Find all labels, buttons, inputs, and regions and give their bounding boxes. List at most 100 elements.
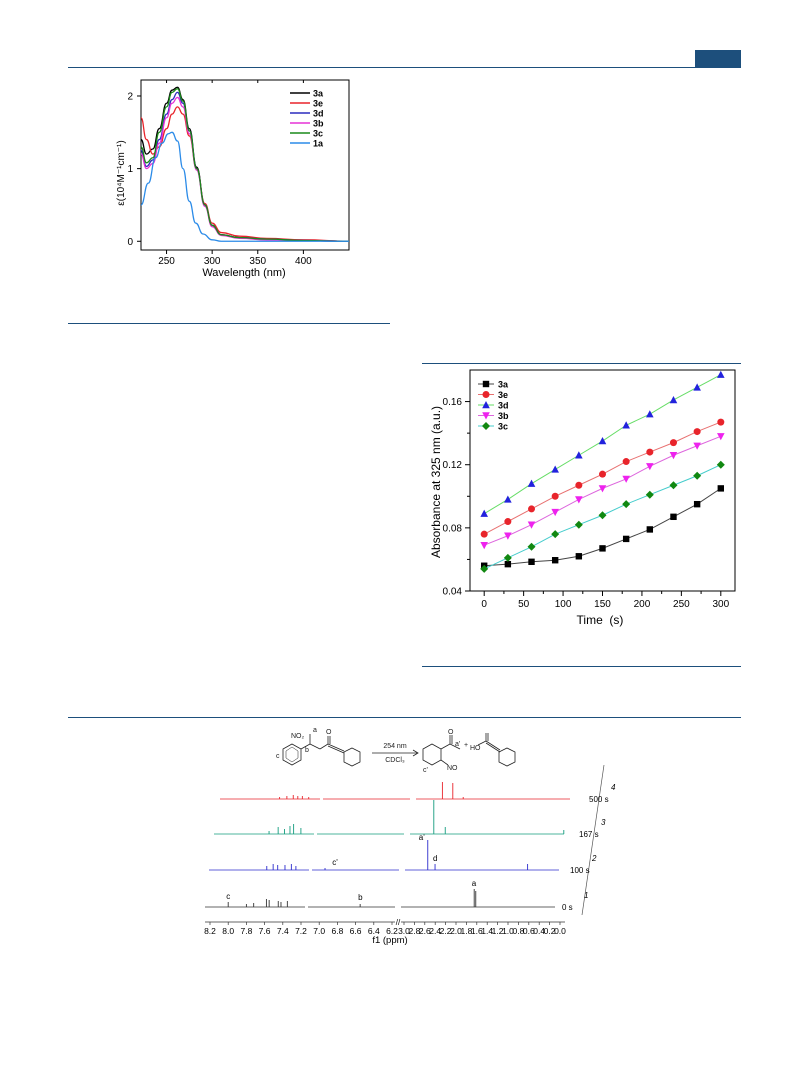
uv-series-3b bbox=[140, 96, 350, 242]
reactant-label-a: a bbox=[313, 727, 317, 734]
uv-legend-label-3d: 3d bbox=[313, 109, 324, 119]
kinetics-point-3a bbox=[575, 553, 583, 560]
nmr-x-tick-label: 6.4 bbox=[368, 926, 380, 936]
kinetics-point-3b bbox=[575, 496, 583, 504]
kinetics-point-3a bbox=[670, 513, 677, 521]
uv-legend-label-3c: 3c bbox=[313, 129, 323, 139]
nmr-x-tick-label: 2.4 bbox=[429, 926, 441, 936]
kinetics-x-tick-label: 50 bbox=[518, 599, 530, 610]
kinetics-point-3d bbox=[646, 410, 654, 418]
kinetics-point-3c bbox=[693, 471, 702, 480]
section-rule-full bbox=[68, 717, 741, 718]
kinetics-legend-marker-3b bbox=[482, 412, 490, 420]
uv-legend-label-1a: 1a bbox=[313, 139, 324, 149]
nmr-ppm-axis: //8.2 8.0 7.8 7.6 7.4 7.2 7.0 6.8 6.6 6.4 6.2 3.02.… bbox=[204, 918, 566, 936]
kinetics-point-3c bbox=[598, 511, 607, 520]
kinetics-point-3a bbox=[528, 558, 535, 565]
kinetics-point-3d bbox=[622, 421, 630, 429]
product-label-c-prime: c' bbox=[423, 767, 428, 774]
kinetics-point-3e bbox=[551, 492, 559, 500]
nmr-x-tick-label: 7.2 bbox=[295, 926, 307, 936]
kinetics-x-tick-label: 150 bbox=[594, 599, 611, 610]
kinetics-point-3c bbox=[645, 490, 654, 499]
kinetics-x-tick-label: 300 bbox=[712, 599, 729, 610]
product-plus: + bbox=[464, 742, 468, 749]
uv-x-tick-label: 350 bbox=[249, 256, 266, 267]
nmr-spectrum-2: 100 s2 c' a' d bbox=[209, 833, 597, 875]
kinetics-legend-marker-3d bbox=[482, 401, 490, 409]
nmr-x-tick-label: 1.2 bbox=[492, 926, 504, 936]
kinetics-point-3c bbox=[551, 530, 560, 539]
kinetics-point-3b bbox=[504, 532, 512, 540]
nmr-x-tick-label: 2.0 bbox=[450, 926, 462, 936]
kinetics-point-3d bbox=[551, 465, 559, 473]
nmr-peak-label: c' bbox=[332, 858, 338, 867]
kinetics-point-3e bbox=[575, 481, 583, 489]
kinetics-point-3b bbox=[693, 442, 701, 450]
nmr-time-label: 500 s bbox=[589, 795, 609, 804]
uv-legend-label-3e: 3e bbox=[313, 99, 323, 109]
kinetics-axes: 0 50 100 150 200 250 300 0.04 0.08 0.12 0.16 bbox=[443, 369, 736, 610]
kinetics-point-3d bbox=[717, 370, 725, 378]
kinetics-point-3e bbox=[669, 439, 677, 447]
uv-axes: 250 300 350 400 0 1 2 bbox=[127, 79, 350, 267]
kinetics-legend-label-3e: 3e bbox=[498, 390, 508, 400]
kinetics-point-3b bbox=[669, 452, 678, 460]
header-tab bbox=[695, 50, 741, 67]
nmr-peak-label: a bbox=[472, 879, 477, 888]
nmr-x-tick-label: 2.2 bbox=[440, 926, 452, 936]
nmr-x-tick-label: 8.2 bbox=[204, 926, 216, 936]
kinetics-point-3e bbox=[693, 428, 701, 436]
kinetics-x-tick-label: 0 bbox=[481, 599, 487, 610]
kinetics-y-tick-label: 0.08 bbox=[443, 523, 463, 534]
reactant-no2-label: NO₂ bbox=[291, 733, 305, 740]
kinetics-point-3c bbox=[527, 542, 536, 551]
reaction-arrow-bottom: CDCl₃ bbox=[385, 757, 405, 764]
uv-y-tick-label: 0 bbox=[127, 237, 133, 248]
kinetics-point-3d bbox=[669, 395, 678, 404]
nmr-x-tick-label: 7.8 bbox=[240, 926, 252, 936]
nmr-trace-index: 2 bbox=[591, 854, 597, 863]
kinetics-point-3e bbox=[528, 505, 536, 513]
uv-y-tick-label: 2 bbox=[127, 91, 133, 102]
product-no-label: NO bbox=[447, 765, 458, 772]
nmr-x-tick-label: 7.0 bbox=[313, 926, 325, 936]
uv-plot-frame bbox=[140, 79, 350, 251]
reactant-benzene-inner bbox=[285, 746, 299, 763]
nmr-x-tick-label: 0.8 bbox=[512, 926, 524, 936]
nmr-trace-index: 1 bbox=[584, 891, 588, 900]
kinetics-legend-label-3d: 3d bbox=[498, 401, 509, 411]
nmr-x-tick-label: 2.6 bbox=[419, 926, 431, 936]
kinetics-point-3b bbox=[598, 485, 607, 493]
nmr-time-label: 100 s bbox=[570, 866, 590, 875]
kinetics-legend-label-3c: 3c bbox=[498, 422, 508, 432]
nmr-peak-label: c bbox=[226, 892, 230, 901]
kinetics-point-3a bbox=[693, 500, 701, 508]
product-no-bond bbox=[440, 759, 449, 766]
kinetics-x-tick-label: 100 bbox=[555, 599, 572, 610]
kinetics-y-tick-label: 0.04 bbox=[443, 587, 463, 598]
nmr-x-tick-label: 7.4 bbox=[277, 926, 289, 936]
product-bond bbox=[440, 743, 451, 750]
kinetics-point-3c bbox=[622, 500, 631, 509]
kinetics-point-3e bbox=[622, 458, 630, 466]
nmr-axis-break: // bbox=[396, 918, 401, 927]
kinetics-x-axis-label: Time (s) bbox=[577, 613, 624, 627]
kinetics-x-tick-label: 200 bbox=[634, 599, 651, 610]
kinetics-point-3d bbox=[527, 479, 536, 487]
uv-series-1a bbox=[140, 131, 349, 242]
kinetics-y-tick-label: 0.12 bbox=[443, 460, 463, 471]
nmr-x-tick-label: 2.8 bbox=[408, 926, 420, 936]
nmr-x-tick-label: 8.0 bbox=[222, 926, 234, 936]
acid-alkyne bbox=[485, 740, 501, 751]
kinetics-point-3e bbox=[717, 418, 725, 426]
nmr-peak-label: d bbox=[433, 854, 437, 863]
acid-ho-label: HO bbox=[470, 745, 481, 752]
kinetics-point-3e bbox=[599, 470, 606, 478]
kinetics-point-3c bbox=[716, 460, 725, 469]
kinetics-point-3a bbox=[551, 557, 559, 564]
uv-y-axis-label: ε(10⁴M⁻¹cm⁻¹) bbox=[116, 140, 127, 205]
nmr-spectrum-3: 167 s3 bbox=[214, 800, 606, 839]
